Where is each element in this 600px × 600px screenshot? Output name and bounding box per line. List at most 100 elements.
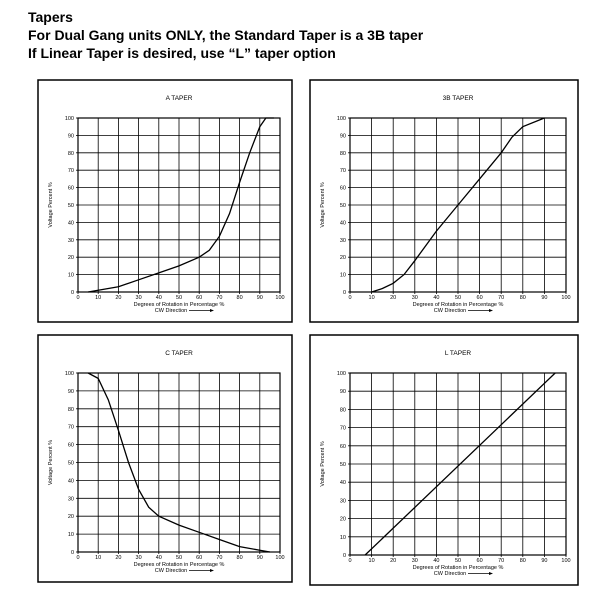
x-tick-label: 0 <box>76 295 79 301</box>
y-tick-label: 10 <box>340 535 346 541</box>
y-tick-label: 30 <box>68 238 74 244</box>
plot-border <box>349 372 567 556</box>
y-axis-label: Voltage Percent % <box>48 182 54 227</box>
y-tick-label: 40 <box>340 480 346 486</box>
y-tick-label: 100 <box>337 371 346 377</box>
y-tick-label: 90 <box>340 133 346 139</box>
y-tick-label: 50 <box>68 461 74 467</box>
x-tick-label: 10 <box>369 295 375 301</box>
y-tick-label: 30 <box>340 238 346 244</box>
y-tick-label: 80 <box>68 407 74 413</box>
x-tick-label: 40 <box>433 558 439 564</box>
x-tick-label: 50 <box>455 558 461 564</box>
x-tick-label: 90 <box>257 555 263 561</box>
y-tick-label: 70 <box>340 168 346 174</box>
y-tick-label: 70 <box>340 426 346 432</box>
y-tick-label: 10 <box>340 273 346 279</box>
x-axis-label: Degrees of Rotation in Percentage % <box>413 302 504 308</box>
y-tick-label: 80 <box>340 407 346 413</box>
y-tick-label: 40 <box>68 478 74 484</box>
x-axis-label: Degrees of Rotation in Percentage % <box>134 302 225 308</box>
y-tick-label: 60 <box>68 186 74 192</box>
y-tick-label: 20 <box>340 517 346 523</box>
header-line: If Linear Taper is desired, use “L” tape… <box>28 45 336 61</box>
x-tick-label: 80 <box>237 295 243 301</box>
y-tick-label: 40 <box>68 220 74 226</box>
y-tick-label: 20 <box>340 255 346 261</box>
taper-curve <box>364 372 556 556</box>
x-tick-label: 70 <box>216 555 222 561</box>
x-tick-label: 100 <box>275 555 284 561</box>
x-tick-label: 10 <box>369 558 375 564</box>
x-axis-sublabel: CW Direction <box>155 568 187 574</box>
y-tick-label: 0 <box>71 290 74 296</box>
x-tick-label: 60 <box>477 558 483 564</box>
y-tick-label: 90 <box>68 389 74 395</box>
y-tick-label: 10 <box>68 532 74 538</box>
y-tick-label: 90 <box>340 389 346 395</box>
x-tick-label: 30 <box>412 558 418 564</box>
y-tick-label: 0 <box>343 290 346 296</box>
y-tick-label: 70 <box>68 168 74 174</box>
y-axis-label: Voltage Percent % <box>320 441 326 486</box>
y-tick-label: 80 <box>68 151 74 157</box>
y-tick-label: 0 <box>71 550 74 556</box>
x-tick-label: 20 <box>115 555 121 561</box>
x-tick-label: 90 <box>257 295 263 301</box>
y-tick-label: 0 <box>343 553 346 559</box>
x-tick-label: 70 <box>498 558 504 564</box>
x-tick-label: 10 <box>95 555 101 561</box>
x-tick-label: 40 <box>156 555 162 561</box>
chart: C TAPER 0 10 20 30 40 50 60 70 80 90 100 0 10 20 30 40 50… <box>37 334 293 583</box>
y-axis-label: Voltage Percent % <box>48 440 54 485</box>
x-tick-label: 50 <box>176 555 182 561</box>
chart-frame <box>309 334 579 586</box>
x-tick-label: 0 <box>348 558 351 564</box>
x-tick-label: 50 <box>176 295 182 301</box>
y-tick-label: 100 <box>337 116 346 122</box>
y-tick-label: 100 <box>65 371 74 377</box>
x-axis-sublabel: CW Direction <box>434 571 466 577</box>
x-tick-label: 20 <box>390 295 396 301</box>
y-tick-label: 20 <box>68 514 74 520</box>
chart-title: L TAPER <box>445 350 472 357</box>
plot-border <box>349 117 567 293</box>
header-line: For Dual Gang units ONLY, the Standard T… <box>28 27 424 43</box>
chart: L TAPER 0 10 20 30 40 50 60 70 80 90 100 0 10 20 30 40 50… <box>309 334 579 586</box>
x-tick-label: 100 <box>275 295 284 301</box>
taper-curve <box>87 372 271 553</box>
x-tick-label: 30 <box>412 295 418 301</box>
x-tick-label: 50 <box>455 295 461 301</box>
x-tick-label: 70 <box>216 295 222 301</box>
y-tick-label: 70 <box>68 425 74 431</box>
y-tick-label: 20 <box>68 255 74 261</box>
x-tick-label: 20 <box>390 558 396 564</box>
x-tick-label: 30 <box>136 295 142 301</box>
x-tick-label: 90 <box>541 295 547 301</box>
x-tick-label: 80 <box>520 295 526 301</box>
y-tick-label: 60 <box>340 444 346 450</box>
x-axis-sublabel: CW Direction <box>434 308 466 314</box>
chart-frame <box>309 79 579 323</box>
chart-frame <box>37 334 293 583</box>
x-axis-label: Degrees of Rotation in Percentage % <box>134 562 225 568</box>
taper-curve <box>87 117 274 293</box>
y-tick-label: 60 <box>68 443 74 449</box>
header-title: Tapers <box>28 9 73 25</box>
x-tick-label: 30 <box>136 555 142 561</box>
y-tick-label: 50 <box>340 203 346 209</box>
x-tick-label: 60 <box>196 555 202 561</box>
arrow-head <box>210 569 214 572</box>
x-tick-label: 40 <box>156 295 162 301</box>
x-tick-label: 20 <box>115 295 121 301</box>
x-tick-label: 0 <box>348 295 351 301</box>
plot-border <box>77 372 281 553</box>
arrow-head <box>210 309 214 312</box>
x-tick-label: 40 <box>433 295 439 301</box>
chart-title: 3B TAPER <box>443 95 474 102</box>
x-axis-sublabel: CW Direction <box>155 308 187 314</box>
chart-frame <box>37 79 293 323</box>
chart-title: A TAPER <box>166 95 193 102</box>
x-tick-label: 80 <box>237 555 243 561</box>
